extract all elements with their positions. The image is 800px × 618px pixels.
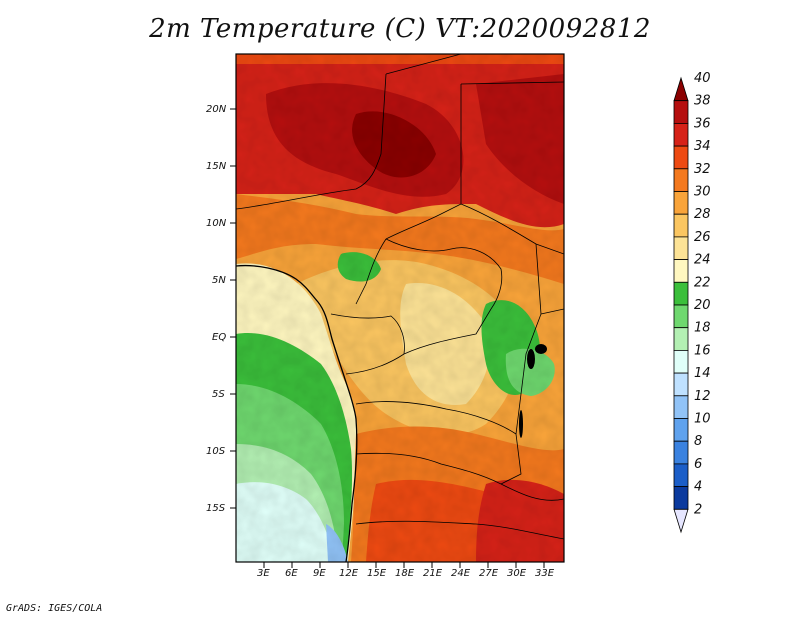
map-canvas (235, 53, 565, 563)
colorbar-swatch (673, 168, 689, 192)
colorbar-swatch (673, 508, 689, 534)
colorbar-label: 10 (694, 412, 711, 427)
lat-label: 5N (212, 275, 226, 286)
frame-border (235, 53, 565, 563)
texture-overlay (236, 54, 564, 562)
lat-label: EQ (212, 332, 227, 343)
colorbar-swatch (673, 304, 689, 329)
colorbar-legend: 40 38 36 34 32 30 28 26 24 22 20 18 16 14 12 10 8 6 4 2 (673, 71, 711, 534)
lakes (519, 344, 547, 438)
lon-label: 21E (423, 568, 443, 579)
colorbar-swatch (673, 349, 689, 374)
colorbar-label: 22 (694, 275, 711, 290)
colorbar-swatch (673, 281, 689, 306)
coastline (235, 264, 358, 563)
colorbar-swatch (673, 123, 689, 147)
colorbar-swatch (673, 372, 689, 397)
lat-label: 15N (206, 161, 227, 172)
colorbar-label: 18 (694, 321, 711, 336)
lat-label: 15S (206, 503, 226, 514)
lon-label: 3E (257, 568, 270, 579)
lon-label: 30E (507, 568, 527, 579)
lat-label: 20N (206, 104, 227, 115)
lon-label: 27E (479, 568, 499, 579)
colorbar-label: 24 (694, 253, 711, 268)
colorbar-swatch (673, 236, 689, 260)
temperature-map: 20N 15N 10N 5N EQ 5S 10S 15S 3E 6E 9E 12… (206, 53, 565, 579)
colorbar-swatch (673, 145, 689, 170)
colorbar-swatch (673, 100, 689, 124)
lon-ticks (263, 562, 545, 568)
colorbar-label: 8 (694, 434, 702, 449)
colorbar-label: 16 (694, 343, 711, 358)
lon-label: 24E (451, 568, 471, 579)
colorbar-swatch (673, 327, 689, 351)
colorbar-label: 40 (694, 71, 711, 86)
lat-ticks (230, 108, 236, 509)
colorbar-label: 20 (694, 298, 711, 313)
colorbar-label: 6 (694, 457, 702, 472)
credit-text: GrADS: IGES/COLA (6, 603, 103, 614)
lon-label: 15E (367, 568, 387, 579)
colorbar-label: 4 (694, 480, 702, 495)
lon-label: 9E (313, 568, 326, 579)
colorbar-swatch (673, 440, 689, 465)
lat-label: 10N (206, 218, 227, 229)
map-frame (230, 53, 565, 568)
colorbar-swatch (673, 213, 689, 238)
lon-label: 6E (285, 568, 298, 579)
colorbar-swatch (673, 259, 689, 283)
lon-label: 12E (339, 568, 359, 579)
colorbar-label: 28 (694, 207, 711, 222)
lat-label: 10S (206, 446, 226, 457)
colorbar-label: 34 (694, 139, 711, 154)
colorbar-label: 14 (694, 366, 711, 381)
chart-title: 2m Temperature (C) VT:2020092812 (149, 14, 651, 44)
colorbar-label: 36 (694, 116, 711, 131)
colorbar-label: 12 (694, 389, 711, 404)
colorbar-label: 32 (694, 162, 711, 177)
colorbar-label: 30 (694, 185, 711, 200)
colorbar-swatch (673, 486, 689, 510)
colorbar-label: 2 (694, 502, 702, 517)
country-borders (235, 53, 565, 540)
lat-label: 5S (212, 389, 225, 400)
colorbar-swatch (673, 76, 689, 102)
lon-label: 18E (395, 568, 415, 579)
colorbar-swatch (673, 463, 689, 487)
colorbar-label: 38 (694, 94, 711, 109)
lon-label: 33E (535, 568, 555, 579)
colorbar-label: 26 (694, 230, 711, 245)
colorbar-swatch (673, 395, 689, 419)
colorbar-swatch (673, 418, 689, 442)
colorbar-swatch (673, 191, 689, 215)
